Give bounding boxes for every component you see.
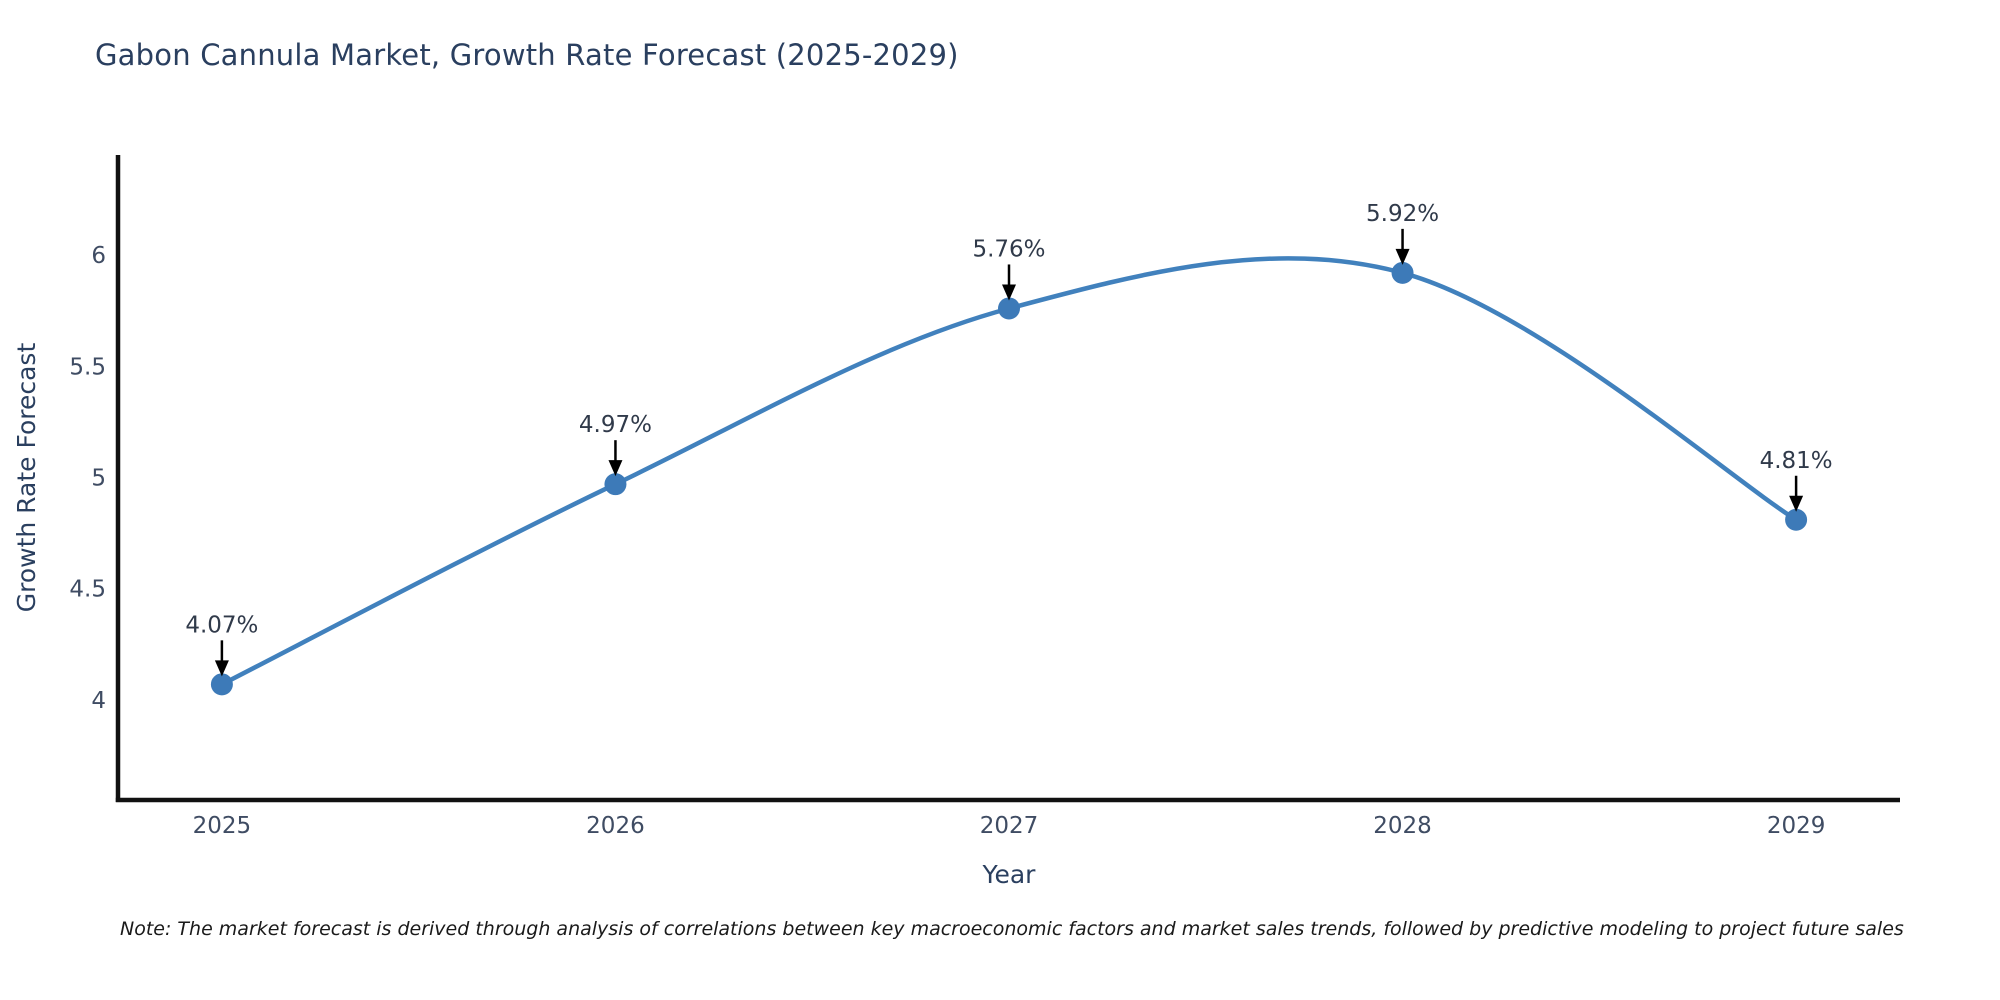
data-point-label: 4.97%: [579, 412, 652, 438]
y-tick-label: 6: [91, 243, 106, 269]
annotation-arrowhead-icon: [1002, 284, 1016, 301]
data-point-label: 5.92%: [1366, 201, 1439, 227]
chart-title: Gabon Cannula Market, Growth Rate Foreca…: [95, 38, 959, 72]
data-point-marker: [1785, 508, 1808, 531]
y-tick-label: 5: [91, 466, 106, 492]
annotation-arrowhead-icon: [1395, 248, 1410, 265]
data-point-marker: [210, 673, 233, 696]
data-point-marker: [604, 473, 627, 496]
data-point-label: 5.76%: [972, 236, 1045, 262]
y-axis-title: Growth Rate Forecast: [12, 343, 41, 613]
y-tick-label: 5.5: [69, 354, 106, 380]
x-tick-label: 2028: [1373, 813, 1432, 839]
data-point-label: 4.07%: [185, 612, 258, 638]
x-tick-label: 2025: [193, 813, 252, 839]
annotation-arrowhead-icon: [1789, 495, 1804, 512]
data-point-marker: [1391, 261, 1414, 284]
y-tick-label: 4: [91, 688, 106, 714]
data-point-marker: [998, 297, 1020, 320]
x-tick-label: 2026: [586, 813, 645, 839]
annotation-arrowhead-icon: [214, 660, 229, 677]
x-axis-title: Year: [982, 860, 1037, 889]
x-tick-label: 2029: [1767, 813, 1826, 839]
trace-line: [219, 256, 1799, 687]
footnote: Note: The market forecast is derived thr…: [120, 918, 1904, 940]
data-point-label: 4.81%: [1760, 448, 1833, 474]
x-tick-label: 2027: [980, 813, 1039, 839]
y-tick-label: 4.5: [69, 577, 106, 603]
annotation-arrowhead-icon: [608, 460, 623, 477]
